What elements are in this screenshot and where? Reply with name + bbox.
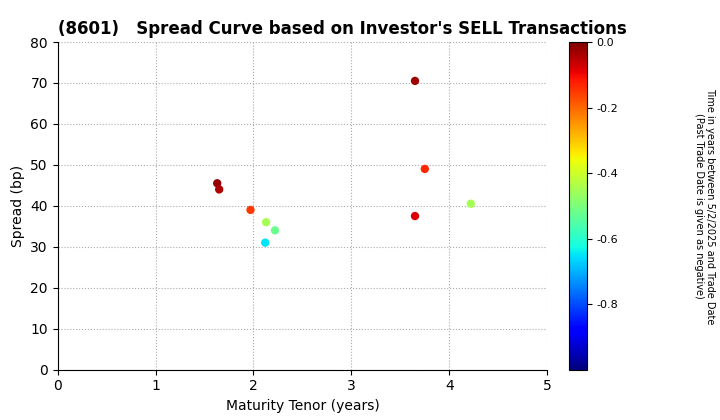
Point <box>261 219 272 226</box>
Y-axis label: Time in years between 5/2/2025 and Trade Date
(Past Trade Date is given as negat: Time in years between 5/2/2025 and Trade… <box>694 88 716 324</box>
Text: (8601)   Spread Curve based on Investor's SELL Transactions: (8601) Spread Curve based on Investor's … <box>58 20 626 38</box>
Point <box>465 200 477 207</box>
Point <box>409 213 420 219</box>
Point <box>245 207 256 213</box>
Point <box>269 227 281 234</box>
Point <box>212 180 223 186</box>
Point <box>213 186 225 193</box>
Y-axis label: Spread (bp): Spread (bp) <box>11 165 24 247</box>
X-axis label: Maturity Tenor (years): Maturity Tenor (years) <box>225 399 379 413</box>
Point <box>409 78 420 84</box>
Point <box>419 165 431 172</box>
Point <box>259 239 271 246</box>
